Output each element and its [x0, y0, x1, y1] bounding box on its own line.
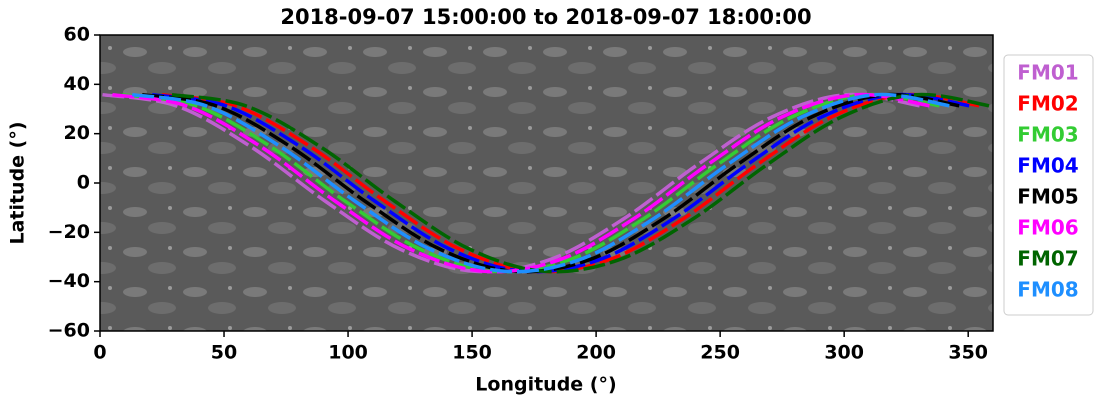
track-line	[141, 92, 962, 274]
legend-label: FM02	[1017, 92, 1078, 116]
chart-title: 2018-09-07 15:00:00 to 2018-09-07 18:00:…	[280, 5, 811, 29]
track-line	[102, 92, 922, 274]
x-tick-label: 300	[824, 342, 864, 364]
x-axis-label: Longitude (°)	[475, 374, 616, 396]
plot-frame	[99, 34, 994, 332]
y-tick-label: −40	[48, 270, 90, 292]
legend-label: FM03	[1017, 123, 1078, 147]
x-tick-label: 0	[93, 342, 106, 364]
legend-label: FM04	[1017, 154, 1078, 178]
track-line	[131, 92, 952, 274]
legend-label: FM06	[1017, 216, 1078, 240]
y-axis-label: Latitude (°)	[7, 121, 29, 244]
y-tick-label: 40	[64, 73, 90, 95]
y-tick-label: 0	[77, 172, 90, 194]
x-tick-label: 200	[576, 342, 616, 364]
track-line	[112, 92, 932, 274]
legend-label: FM05	[1017, 185, 1078, 209]
track-line	[161, 92, 981, 274]
track-line	[151, 92, 971, 274]
x-tick-label: 100	[328, 342, 368, 364]
y-tick-label: 20	[64, 122, 90, 144]
track-line	[122, 92, 942, 274]
legend-label: FM08	[1017, 278, 1078, 302]
legend-label: FM01	[1017, 61, 1078, 85]
x-tick-label: 350	[948, 342, 988, 364]
x-tick-label: 150	[452, 342, 492, 364]
legend-label: FM07	[1017, 247, 1078, 271]
map-background	[100, 35, 993, 331]
y-tick-label: −20	[48, 221, 90, 243]
x-tick-label: 250	[700, 342, 740, 364]
x-tick-label: 50	[211, 342, 237, 364]
y-tick-label: −60	[48, 320, 90, 342]
track-line	[171, 92, 991, 274]
y-tick-label: 60	[64, 24, 90, 46]
legend-box	[1003, 54, 1094, 316]
axes: 0 50 100 150 200 250 300 350 −60 −40 −20 0 20 40 60	[48, 24, 988, 364]
plot-area	[102, 92, 991, 274]
